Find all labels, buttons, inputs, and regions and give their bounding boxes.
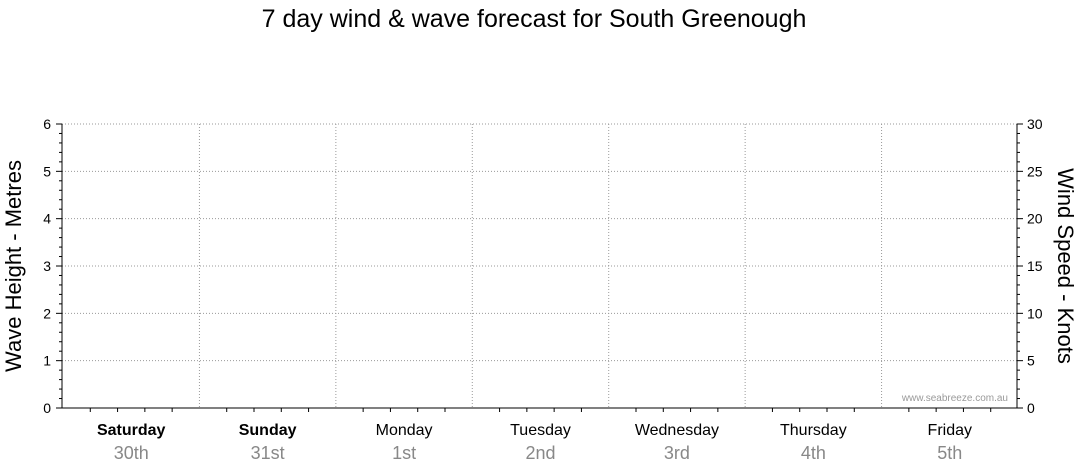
day-date-label: 4th (801, 443, 826, 463)
left-tick-label: 2 (43, 305, 51, 321)
right-tick-label: 5 (1027, 353, 1035, 369)
day-name-label: Saturday (97, 422, 166, 439)
left-tick-label: 1 (43, 353, 51, 369)
day-date-label: 2nd (525, 443, 555, 463)
day-date-label: 30th (114, 443, 149, 463)
grid-lines (62, 123, 1017, 408)
right-tick-label: 0 (1027, 400, 1035, 416)
day-name-label: Monday (376, 422, 433, 439)
day-name-label: Tuesday (510, 422, 571, 439)
watermark: www.seabreeze.com.au (901, 393, 1008, 404)
left-tick-label: 4 (43, 211, 51, 227)
day-axis: Saturday 30th Sunday 31st Monday 1st Tuesday 2n… (62, 407, 1017, 463)
left-tick-label: 3 (43, 258, 51, 274)
day-date-label: 5th (937, 443, 962, 463)
chart-title: 7 day wind & wave forecast for South Gre… (261, 5, 807, 33)
right-tick-label: 10 (1027, 305, 1043, 321)
day-name-label: Thursday (780, 422, 847, 439)
day-date-label: 1st (392, 443, 416, 463)
day-name-label: Sunday (239, 422, 297, 439)
day-name-label: Wednesday (635, 422, 719, 439)
right-tick-label: 30 (1027, 116, 1043, 132)
wind-speed-axis-title: Wind Speed - Knots (1053, 168, 1078, 364)
day-date-label: 3rd (664, 443, 690, 463)
right-tick-label: 15 (1027, 258, 1043, 274)
day-name-label: Friday (928, 422, 972, 439)
wave-height-axis: 0 1 2 3 4 5 6 (43, 116, 63, 416)
left-tick-label: 0 (43, 400, 51, 416)
wave-height-axis-title: Wave Height - Metres (1, 160, 26, 372)
right-tick-label: 25 (1027, 163, 1043, 179)
left-tick-label: 5 (43, 163, 51, 179)
wind-speed-axis: 0 5 10 15 20 25 30 (1016, 116, 1043, 416)
right-tick-label: 20 (1027, 211, 1043, 227)
left-tick-label: 6 (43, 116, 51, 132)
day-date-label: 31st (251, 443, 285, 463)
